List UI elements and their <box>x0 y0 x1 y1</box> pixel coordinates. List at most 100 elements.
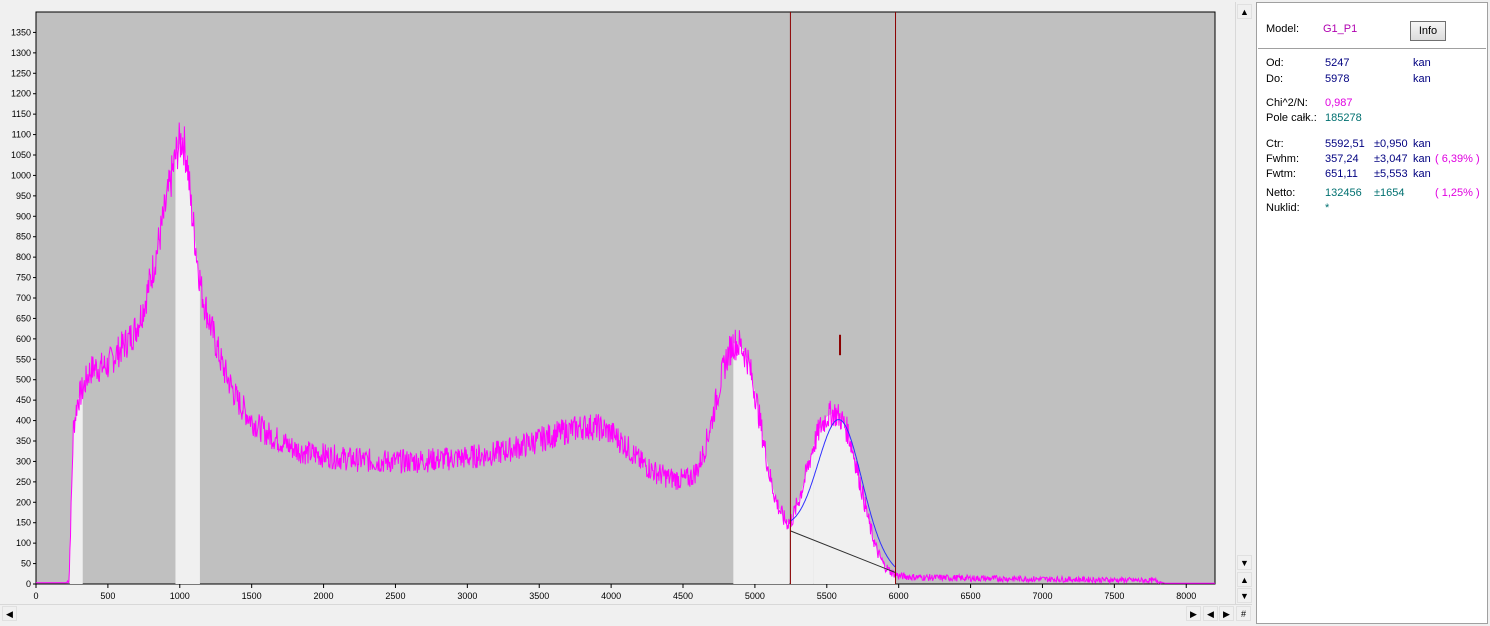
separator <box>1258 48 1486 49</box>
x-tick-label: 2500 <box>385 591 405 601</box>
scroll-up-button[interactable]: ▲ <box>1237 4 1252 19</box>
fwhm-error: ±3,047 <box>1374 153 1408 165</box>
od-unit: kan <box>1413 57 1431 69</box>
plot-background <box>35 11 1216 585</box>
spectrum-plot[interactable]: 0 50 100 150 200 250 300 350 400 450 500 550 600 650 7… <box>0 0 1234 604</box>
y-tick-label: 1250 <box>11 68 31 78</box>
netto-percent: ( 1,25% ) <box>1435 187 1480 199</box>
fwhm-value: 357,24 <box>1325 153 1359 165</box>
highlight-region-1 <box>175 138 200 584</box>
x-tick-label: 7500 <box>1104 591 1124 601</box>
scroll-left-button[interactable]: ◀ <box>2 606 17 621</box>
y-tick-label: 200 <box>16 497 31 507</box>
x-tick-label: 2000 <box>314 591 334 601</box>
fwhm-percent: ( 6,39% ) <box>1435 153 1480 165</box>
spectrum-line <box>36 122 1215 585</box>
y-tick-label: 1100 <box>12 130 31 140</box>
od-value: 5247 <box>1325 57 1350 69</box>
x-tick-label: 4500 <box>673 591 693 601</box>
fit-curve <box>790 419 896 568</box>
y-tick-label: 100 <box>16 538 31 548</box>
ctr-label: Ctr: <box>1266 138 1284 150</box>
od-label: Od: <box>1266 57 1284 69</box>
background-line <box>790 530 896 574</box>
y-tick-label: 350 <box>16 436 31 446</box>
vertical-scrollbar[interactable]: ▲ ▼ ▲ ▼ <box>1235 2 1253 604</box>
spectrum-chart[interactable]: 0 50 100 150 200 250 300 350 400 450 500 550 600 650 7… <box>0 0 1234 604</box>
y-tick-label: 0 <box>26 579 31 589</box>
y-tick-label: 1150 <box>12 109 31 119</box>
ctr-error: ±0,950 <box>1374 138 1408 150</box>
y-tick-label: 650 <box>16 313 31 323</box>
model-value: G1_P1 <box>1323 23 1358 35</box>
zoom-right-button[interactable]: ▶ <box>1219 606 1234 621</box>
x-tick-label: 4000 <box>601 591 621 601</box>
highlight-region-3 <box>790 445 814 584</box>
do-label: Do: <box>1266 73 1284 85</box>
y-tick-label: 1000 <box>11 170 31 180</box>
info-button[interactable]: Info <box>1410 21 1446 41</box>
fwtm-label: Fwtm: <box>1266 168 1296 180</box>
nuklid-value: * <box>1325 202 1330 214</box>
y-tick-label: 1350 <box>11 27 31 37</box>
x-tick-label: 6500 <box>961 591 981 601</box>
zoom-left-button[interactable]: ◀ <box>1203 606 1218 621</box>
ctr-value: 5592,51 <box>1325 138 1365 150</box>
y-tick-label: 1300 <box>11 48 31 58</box>
fwtm-error: ±5,553 <box>1374 168 1408 180</box>
netto-value: 132456 <box>1325 187 1362 199</box>
fwtm-unit: kan <box>1413 168 1431 180</box>
pole-label: Pole całk.: <box>1266 112 1317 124</box>
highlight-region-2 <box>733 342 790 584</box>
model-label: Model: <box>1266 23 1300 35</box>
y-tick-label: 550 <box>16 354 31 364</box>
y-tick-label: 500 <box>16 375 31 385</box>
x-tick-label: 8000 <box>1176 591 1196 601</box>
x-tick-label: 6000 <box>889 591 909 601</box>
ctr-unit: kan <box>1413 138 1431 150</box>
x-tick-label: 0 <box>33 591 38 601</box>
chi-value: 0,987 <box>1325 97 1353 109</box>
x-tick-label: 1500 <box>242 591 262 601</box>
fwhm-label: Fwhm: <box>1266 153 1299 165</box>
pole-value: 185278 <box>1325 112 1362 124</box>
do-value: 5978 <box>1325 73 1350 85</box>
x-tick-label: 500 <box>100 591 115 601</box>
netto-label: Netto: <box>1266 187 1296 199</box>
chi-label: Chi^2/N: <box>1266 97 1308 109</box>
x-tick-label: 3000 <box>457 591 477 601</box>
scroll-down-button[interactable]: ▼ <box>1237 555 1252 570</box>
y-tick-label: 50 <box>21 559 31 569</box>
y-tick-label: 900 <box>16 211 31 221</box>
y-tick-label: 250 <box>16 477 31 487</box>
fwtm-value: 651,11 <box>1325 168 1358 180</box>
corner-hash-button[interactable]: # <box>1236 606 1251 621</box>
nuklid-label: Nuklid: <box>1266 202 1300 214</box>
x-tick-label: 5500 <box>817 591 837 601</box>
y-tick-label: 450 <box>16 395 31 405</box>
do-unit: kan <box>1413 73 1431 85</box>
y-tick-label: 750 <box>16 273 31 283</box>
highlight-region-0 <box>69 389 83 584</box>
y-tick-label: 300 <box>16 456 31 466</box>
y-tick-label: 950 <box>16 191 31 201</box>
fwhm-unit: kan <box>1413 153 1431 165</box>
horizontal-scrollbar[interactable]: ◀ ▶ ◀ ▶ # <box>0 604 1252 622</box>
x-tick-label: 7000 <box>1032 591 1052 601</box>
y-tick-label: 1050 <box>11 150 31 160</box>
zoom-down-button[interactable]: ▼ <box>1237 588 1252 603</box>
y-tick-label: 800 <box>16 252 31 262</box>
y-tick-label: 850 <box>16 232 31 242</box>
y-tick-label: 700 <box>16 293 31 303</box>
y-tick-label: 600 <box>16 334 31 344</box>
zoom-up-button[interactable]: ▲ <box>1237 572 1252 587</box>
x-tick-label: 3500 <box>529 591 549 601</box>
highlight-region-4 <box>813 412 896 584</box>
fit-info-panel: Model: G1_P1 Info Od: 5247 kan Do: 5978 … <box>1256 2 1488 624</box>
y-tick-label: 150 <box>16 518 31 528</box>
y-tick-label: 1200 <box>11 89 31 99</box>
x-tick-label: 1000 <box>170 591 190 601</box>
netto-error: ±1654 <box>1374 187 1405 199</box>
x-tick-label: 5000 <box>745 591 765 601</box>
scroll-right-button[interactable]: ▶ <box>1186 606 1201 621</box>
